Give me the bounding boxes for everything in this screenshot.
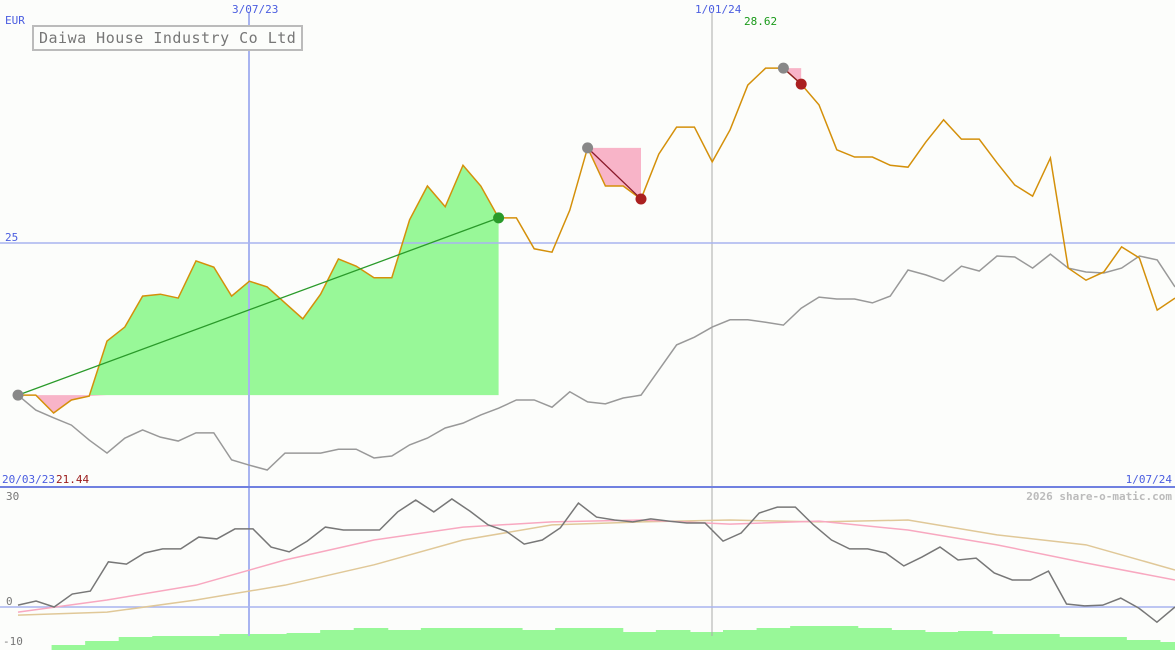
oscillator-slow-average-line <box>17 519 1175 616</box>
volume-bar <box>790 626 825 650</box>
entry-marker <box>12 389 24 401</box>
volume-bar <box>991 634 1027 650</box>
volume-bar <box>521 630 557 650</box>
volume-bar <box>1058 637 1094 650</box>
x-start-label: 20/03/23 <box>2 473 55 486</box>
volume-bar <box>890 630 926 650</box>
volume-bar <box>1092 637 1127 650</box>
volume-bar <box>622 632 657 650</box>
trade-fill-gain <box>18 165 499 396</box>
volume-bar <box>185 636 221 650</box>
volume-bar <box>756 628 792 650</box>
volume-bar <box>1159 642 1175 650</box>
trade-line <box>17 217 499 396</box>
volume-bar <box>51 645 87 650</box>
volume-bar <box>555 628 590 650</box>
volume-bar <box>723 630 758 650</box>
entry-marker <box>777 62 789 74</box>
entry-marker <box>582 142 594 154</box>
exit-marker <box>493 212 505 224</box>
trade-line <box>587 147 642 200</box>
high-label: 28.62 <box>744 15 778 28</box>
currency-label: EUR <box>5 14 25 27</box>
osc-tick-label: 0 <box>6 595 13 608</box>
volume-bar <box>655 630 691 650</box>
low-label: 21.44 <box>56 473 90 486</box>
volume-bar <box>286 633 322 650</box>
trade-fill-loss <box>18 395 499 414</box>
x-end-label: 1/07/24 <box>1125 473 1172 486</box>
volume-bar <box>118 637 154 650</box>
volume-bar <box>924 632 959 650</box>
oscillator-momentum-line <box>17 498 1175 624</box>
volume-bar <box>958 631 993 650</box>
volume-bar <box>1025 634 1060 650</box>
volume-bar <box>320 630 355 650</box>
volume-bar <box>353 628 389 650</box>
chart-title: Daiwa House Industry Co Ltd <box>32 25 304 51</box>
volume-bar <box>152 636 187 650</box>
x-tick-label: 1/01/24 <box>695 3 742 16</box>
oscillator-fast-average-line <box>17 519 1175 613</box>
volume-bar <box>85 641 120 650</box>
relative-strength-line <box>17 253 1175 471</box>
exit-marker <box>795 78 807 90</box>
volume-bar <box>1125 640 1161 650</box>
volume-bar <box>588 628 624 650</box>
price-line <box>18 67 1175 415</box>
osc-tick-label: -10 <box>3 635 23 648</box>
watermark: 2026 share-o-matic.com <box>1026 490 1172 503</box>
osc-tick-label: 30 <box>6 490 20 503</box>
exit-marker <box>635 193 647 205</box>
volume-bar <box>253 634 288 650</box>
y-tick-label: 25 <box>5 231 19 244</box>
volume-bar <box>488 628 523 650</box>
volume-bar <box>219 634 254 650</box>
volume-bar <box>387 630 422 650</box>
volume-bar <box>857 628 892 650</box>
volume-bar <box>454 628 489 650</box>
volume-bar <box>823 626 859 650</box>
x-tick-label: 3/07/23 <box>232 3 279 16</box>
volume-bar <box>689 632 724 650</box>
volume-bar <box>420 628 456 650</box>
